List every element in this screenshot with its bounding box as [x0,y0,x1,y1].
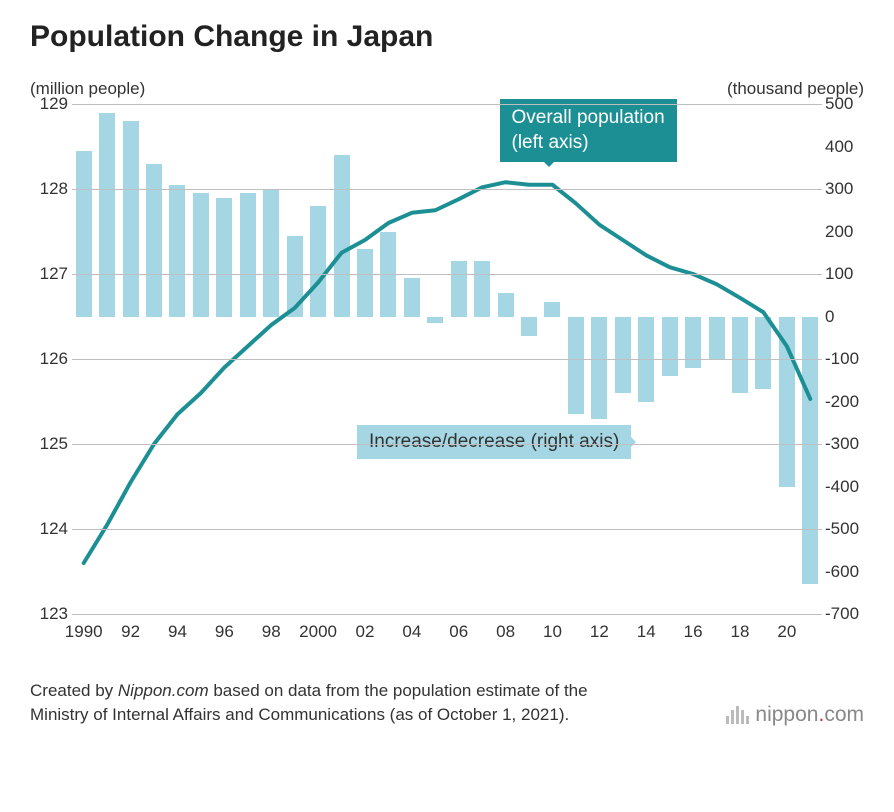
axis-label-row: (million people) (thousand people) [30,79,864,104]
gridline [72,444,822,445]
xtick: 16 [684,622,703,642]
ytick-right: -600 [825,562,867,582]
ytick-left: 125 [30,434,68,454]
xtick: 20 [777,622,796,642]
ytick-left: 129 [30,94,68,114]
xtick: 02 [356,622,375,642]
callout-pop-line2: (left axis) [512,131,665,156]
xtick: 92 [121,622,140,642]
plot-area: Overall population (left axis) Increase/… [72,104,822,614]
credit-text: Created by Nippon.com based on data from… [30,679,590,727]
gridline [72,274,822,275]
gridline [72,104,822,105]
ytick-right: 300 [825,179,867,199]
xtick: 18 [731,622,750,642]
callout-overall-population: Overall population (left axis) [500,99,677,162]
population-line [84,182,811,563]
ytick-right: -700 [825,604,867,624]
xtick: 2000 [299,622,337,642]
ytick-right: 200 [825,222,867,242]
credit-prefix: Created by [30,681,118,700]
logo-suffix: com [824,703,864,726]
gridline [72,614,822,615]
xtick: 96 [215,622,234,642]
ytick-right: -300 [825,434,867,454]
xtick: 14 [637,622,656,642]
xtick: 12 [590,622,609,642]
ytick-right: -200 [825,392,867,412]
logo-bars-icon [726,706,749,724]
gridline [72,359,822,360]
callout-bar-text: Increase/decrease (right axis) [369,431,619,452]
ytick-right: -400 [825,477,867,497]
xtick: 08 [496,622,515,642]
ytick-right: 100 [825,264,867,284]
gridline [72,189,822,190]
ytick-left: 124 [30,519,68,539]
xtick: 10 [543,622,562,642]
ytick-right: 500 [825,94,867,114]
xtick: 1990 [65,622,103,642]
ytick-right: 0 [825,307,867,327]
footer: Created by Nippon.com based on data from… [30,679,864,727]
ytick-right: -500 [825,519,867,539]
callout-increase-decrease: Increase/decrease (right axis) [357,425,631,459]
ytick-left: 127 [30,264,68,284]
xtick: 94 [168,622,187,642]
nippon-logo: nippon.com [726,703,864,727]
logo-main: nippon [755,703,818,726]
chart-area: Overall population (left axis) Increase/… [30,104,864,644]
credit-source: Nippon.com [118,681,209,700]
xtick: 06 [449,622,468,642]
ytick-left: 126 [30,349,68,369]
ytick-right: 400 [825,137,867,157]
ytick-right: -100 [825,349,867,369]
ytick-left: 123 [30,604,68,624]
logo-text: nippon.com [755,703,864,727]
chart-title: Population Change in Japan [30,20,864,54]
xtick: 04 [402,622,421,642]
callout-pop-line1: Overall population [512,106,665,131]
ytick-left: 128 [30,179,68,199]
xtick: 98 [262,622,281,642]
gridline [72,529,822,530]
